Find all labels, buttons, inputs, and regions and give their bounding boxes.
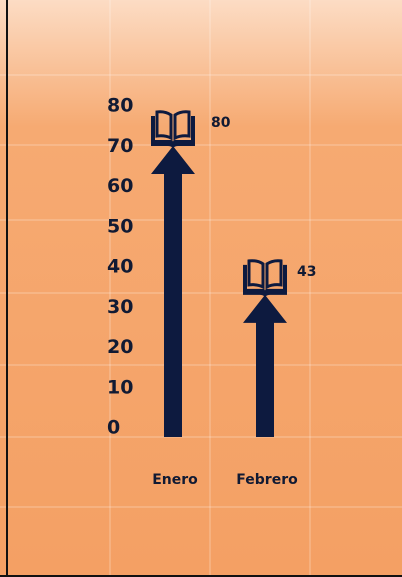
y-tick-label: 60	[107, 175, 133, 197]
book-icon	[151, 110, 195, 148]
book-page-right	[265, 259, 283, 290]
arrow-bar	[151, 146, 195, 437]
book-shape	[243, 264, 287, 297]
y-tick-label: 10	[107, 376, 133, 398]
book-page-left	[155, 110, 173, 141]
book-page-left	[247, 259, 265, 290]
y-tick-label: 20	[107, 336, 133, 358]
book-page-right	[173, 110, 191, 141]
arrow-bar	[243, 294, 287, 437]
y-tick-label: 70	[107, 135, 133, 157]
y-tick-label: 30	[107, 296, 133, 318]
value-label: 43	[297, 264, 316, 280]
book-shape	[151, 116, 195, 148]
y-tick-label: 50	[107, 215, 133, 237]
y-tick-label: 80	[107, 95, 133, 117]
x-tick-label: Enero	[152, 472, 198, 488]
y-tick-label: 0	[107, 417, 120, 439]
book-icon	[243, 259, 287, 297]
value-label: 80	[211, 115, 231, 131]
x-tick-label: Febrero	[236, 472, 298, 488]
y-tick-label: 40	[107, 256, 133, 278]
